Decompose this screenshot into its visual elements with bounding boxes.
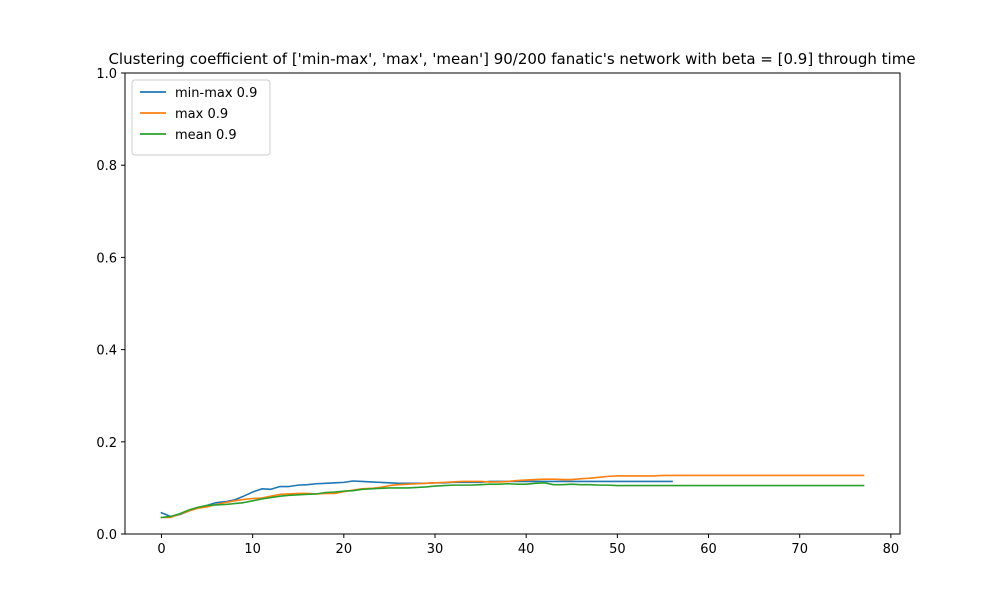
x-tick-label: 80: [883, 542, 900, 557]
y-tick-label: 0.8: [96, 159, 117, 174]
y-tick-label: 0.4: [96, 344, 117, 359]
legend-label: max 0.9: [175, 107, 228, 122]
legend: min-max 0.9 max 0.9 mean 0.9: [131, 79, 271, 156]
y-axis: 0.0 0.2 0.4 0.6 0.8 1.0: [96, 67, 125, 543]
axes-frame-rect: [124, 72, 901, 535]
x-tick-label: 20: [336, 542, 353, 557]
series-line-max-0-9: [160, 474, 865, 519]
x-tick-label: 60: [700, 542, 717, 557]
chart-title: Clustering coefficient of ['min-max', 'm…: [108, 50, 915, 68]
series-layer: [160, 474, 865, 519]
legend-label: mean 0.9: [175, 128, 237, 143]
x-tick-label: 30: [427, 542, 444, 557]
legend-box: [131, 79, 271, 156]
x-tick-label: 0: [157, 542, 165, 557]
y-tick-label: 0.6: [96, 251, 117, 266]
x-tick-label: 10: [244, 542, 261, 557]
x-axis: 0 10 20 30 40 50 60 70 80: [157, 534, 899, 557]
x-tick-label: 70: [791, 542, 808, 557]
legend-label: min-max 0.9: [175, 86, 257, 101]
y-tick-label: 0.0: [96, 528, 117, 543]
y-tick-label: 0.2: [96, 436, 117, 451]
axes-frame: [124, 72, 901, 535]
x-tick-label: 50: [609, 542, 626, 557]
series-line-mean-0-9: [160, 482, 865, 519]
x-tick-label: 40: [518, 542, 535, 557]
y-tick-label: 1.0: [96, 67, 117, 82]
